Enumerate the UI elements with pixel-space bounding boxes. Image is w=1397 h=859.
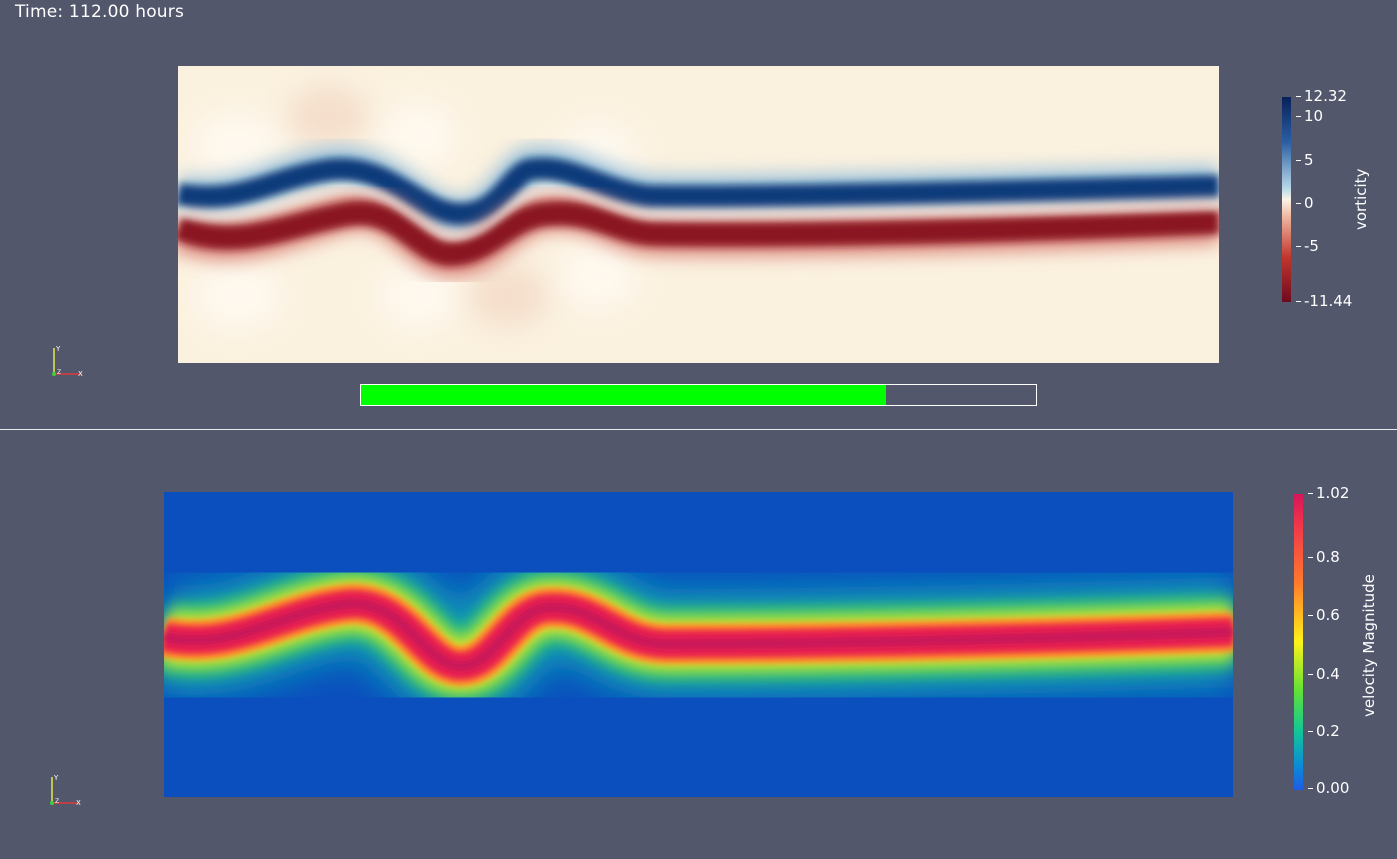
velocity-tick-max: 1.02 [1316,486,1349,501]
velocity-tick-0-8: 0.8 [1316,550,1340,565]
vorticity-tick-5: 5 [1304,153,1314,168]
velocity-field-image [164,492,1233,797]
velocity-render-view[interactable] [164,492,1233,797]
vorticity-tick-10: 10 [1304,109,1323,124]
axes-z-label: Z [55,798,59,805]
view-divider[interactable] [0,429,1397,430]
vorticity-colorbar [1282,97,1291,302]
velocity-colorbar [1294,494,1303,790]
axes-z-label: Z [57,369,61,376]
vorticity-tick-0: 0 [1304,196,1314,211]
vorticity-render-view[interactable] [178,66,1219,363]
vorticity-tick-max: 12.32 [1304,89,1347,104]
progress-bar [360,384,1037,406]
axes-triad-icon: Y X Z [42,771,82,811]
velocity-tick-0-4: 0.4 [1316,667,1340,682]
vorticity-tick-min: -11.44 [1304,294,1352,309]
velocity-colorbar-title: velocity Magnitude [1360,574,1378,717]
axes-x-label: X [78,370,83,378]
vorticity-colorbar-title: vorticity [1352,169,1370,230]
progress-fill [361,385,886,405]
vorticity-field-image [178,66,1219,363]
velocity-tick-0-2: 0.2 [1316,724,1340,739]
axes-y-label: Y [53,774,59,782]
axes-x-label: X [76,799,81,807]
velocity-tick-0-6: 0.6 [1316,608,1340,623]
vorticity-tick-neg5: -5 [1304,239,1319,254]
axes-y-label: Y [55,345,61,353]
velocity-tick-min: 0.00 [1316,781,1349,796]
time-label: Time: 112.00 hours [15,2,184,22]
axes-triad-icon: Y X Z [44,342,84,382]
